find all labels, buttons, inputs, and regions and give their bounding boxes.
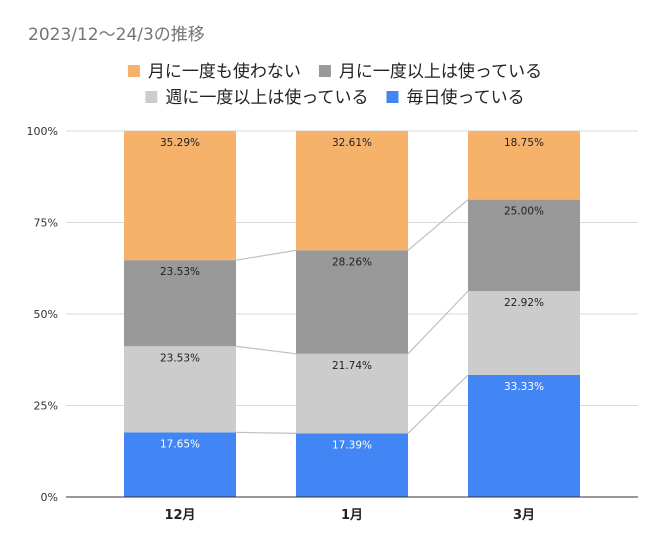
data-label: 22.92% [504,297,544,309]
bar-segment [296,250,408,354]
legend-label: 毎日使っている [407,87,525,108]
bar-segment [124,131,236,261]
legend-swatch [145,91,158,103]
data-label: 35.29% [160,137,200,149]
bar-segment [296,433,408,497]
legend-item: 月に一度以上は使っている [318,61,542,82]
legend-item: 週に一度以上は使っている [145,87,369,108]
legend-label: 月に一度も使わない [148,61,301,82]
y-tick-label: 0% [41,491,58,504]
y-tick-label: 25% [34,400,58,413]
bar-segment [124,432,236,497]
legend-item: 毎日使っている [386,87,525,108]
bar-segment [468,131,580,200]
data-label: 21.74% [332,360,372,372]
legend-swatch [386,91,399,103]
legend-row: 月に一度も使わない 月に一度以上は使っている [127,61,542,82]
data-label: 18.75% [504,137,544,149]
x-tick-label: 3月 [513,508,535,523]
y-tick-label: 100% [27,125,58,138]
legend-item: 月に一度も使わない [127,61,301,82]
legend-swatch [318,65,331,77]
series-line [407,199,469,251]
legend-label: 月に一度以上は使っている [339,61,542,82]
data-label: 33.33% [504,381,544,393]
bar-segment [296,353,408,434]
bar-segment [468,375,580,497]
series-line [407,374,469,434]
bars [124,131,580,497]
x-axis: 12月 1月 3月 [66,496,638,523]
bar-segment [468,291,580,376]
chart-title: 2023/12〜24/3の推移 [28,25,205,45]
bar-segment [124,346,236,433]
y-axis: 0% 25% 50% 75% 100% [27,125,58,504]
y-tick-label: 75% [34,217,58,230]
series-line [235,249,297,261]
data-label: 28.26% [332,256,372,268]
series-line [407,290,469,355]
data-label: 23.53% [160,352,200,364]
bar-segment [468,199,580,292]
data-label: 23.53% [160,266,200,278]
legend-swatch [127,65,140,77]
x-tick-label: 12月 [164,508,195,523]
legend-row: 週に一度以上は使っている 毎日使っている [145,87,525,108]
series-lines [235,199,469,434]
legend-label: 週に一度以上は使っている [165,87,368,108]
data-label: 17.65% [160,438,200,450]
bar-segment [296,131,408,251]
series-line [235,431,297,434]
series-line [235,345,297,355]
bar-segment [124,260,236,347]
data-label: 17.39% [332,439,372,451]
data-labels: 17.65% 23.53% 23.53% 35.29% 17.39% 21.74% 28.2… [160,137,544,451]
data-label: 25.00% [504,206,544,218]
y-tick-label: 50% [34,308,58,321]
data-label: 32.61% [332,137,372,149]
x-tick-label: 1月 [341,508,363,523]
